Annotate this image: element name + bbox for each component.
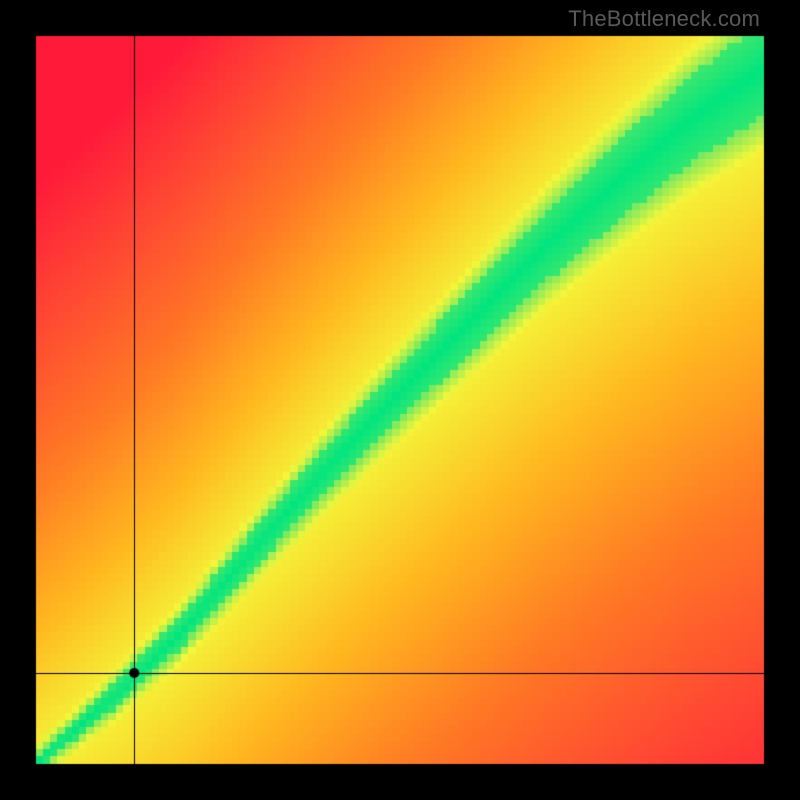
chart-container: TheBottleneck.com — [0, 0, 800, 800]
watermark-label: TheBottleneck.com — [568, 6, 760, 32]
bottleneck-heatmap — [0, 0, 800, 800]
